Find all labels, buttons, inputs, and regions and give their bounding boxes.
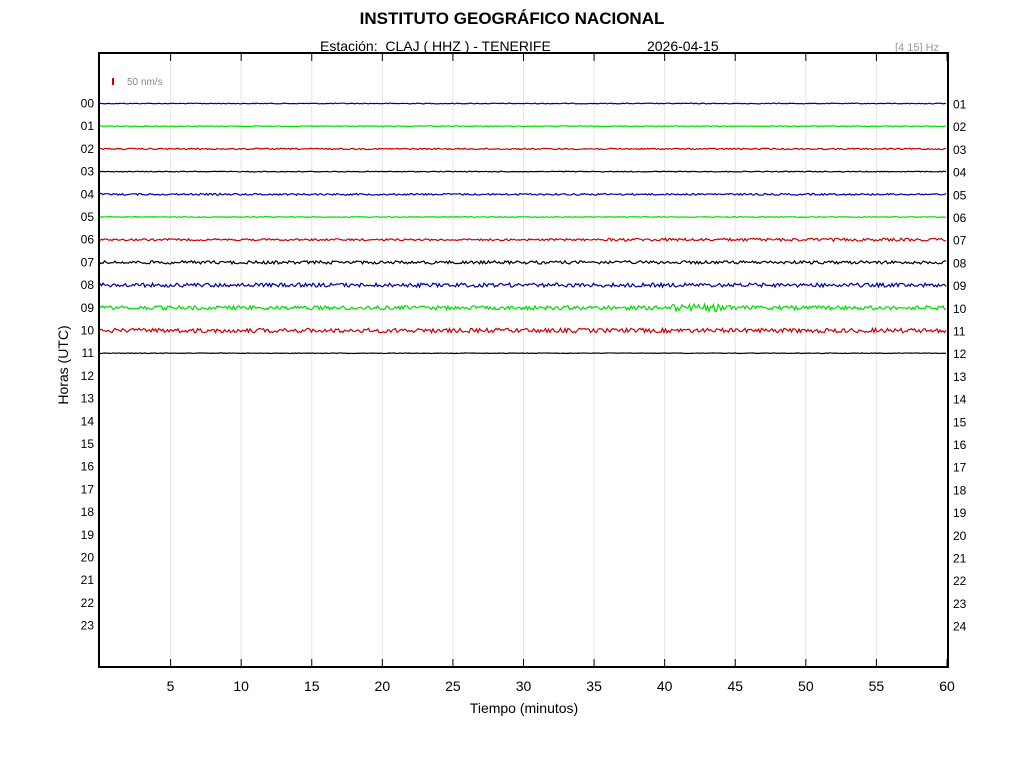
hour-label-left: 08 bbox=[81, 278, 95, 292]
hour-label-right: 12 bbox=[953, 347, 967, 361]
hour-label-right: 23 bbox=[953, 597, 967, 611]
hour-label-left: 03 bbox=[81, 165, 95, 179]
hour-label-right: 09 bbox=[953, 279, 967, 293]
hour-label-left: 04 bbox=[81, 187, 95, 201]
trace-hour-02 bbox=[99, 147, 947, 151]
hour-label-right: 15 bbox=[953, 415, 967, 429]
date-label: 2026-04-15 bbox=[647, 38, 719, 54]
trace-hour-11 bbox=[99, 352, 947, 355]
trace-hour-03 bbox=[99, 170, 947, 173]
trace-hour-09 bbox=[99, 302, 947, 314]
trace-hour-00 bbox=[99, 102, 947, 105]
scale-bar: 50 nm/s bbox=[112, 77, 163, 88]
chart-title: INSTITUTO GEOGRÁFICO NACIONAL bbox=[359, 9, 665, 28]
hour-label-left: 19 bbox=[81, 528, 95, 542]
trace-hour-10 bbox=[99, 326, 947, 335]
x-tick-label: 55 bbox=[869, 678, 885, 694]
hour-label-left: 09 bbox=[81, 301, 95, 315]
grid-layer bbox=[170, 54, 877, 666]
scale-bar-label: 50 nm/s bbox=[127, 77, 163, 88]
hour-label-left: 01 bbox=[81, 119, 95, 133]
hour-label-right: 24 bbox=[953, 620, 967, 634]
x-tick-label: 40 bbox=[657, 678, 673, 694]
hour-label-left: 18 bbox=[81, 505, 95, 519]
trace-hour-06 bbox=[99, 237, 947, 243]
x-axis-label: Tiempo (minutos) bbox=[469, 700, 579, 716]
x-tick-label: 45 bbox=[727, 678, 743, 694]
hour-label-right: 19 bbox=[953, 506, 967, 520]
x-tick-label: 20 bbox=[375, 678, 391, 694]
hour-label-right: 13 bbox=[953, 370, 967, 384]
hour-label-right: 01 bbox=[953, 98, 967, 112]
x-tick-label: 35 bbox=[586, 678, 602, 694]
x-tick-label: 10 bbox=[233, 678, 249, 694]
hour-label-left: 14 bbox=[81, 414, 95, 428]
hour-label-right: 07 bbox=[953, 234, 967, 248]
label-layer: 5 10 15 20 25 30 35 40 45 50 55 60 00 01 02 03 04 05 06 07 0… bbox=[81, 97, 967, 695]
hour-label-left: 17 bbox=[81, 482, 95, 496]
hour-label-left: 10 bbox=[81, 324, 95, 338]
hour-label-right: 03 bbox=[953, 143, 967, 157]
trace-hour-05 bbox=[99, 215, 947, 219]
hour-label-right: 02 bbox=[953, 120, 967, 134]
hour-label-right: 18 bbox=[953, 483, 967, 497]
x-tick-label: 30 bbox=[516, 678, 532, 694]
trace-hour-01 bbox=[99, 125, 947, 128]
hour-label-left: 22 bbox=[81, 596, 95, 610]
hour-label-left: 07 bbox=[81, 255, 95, 269]
hour-label-left: 05 bbox=[81, 210, 95, 224]
plot-frame bbox=[98, 52, 949, 668]
hour-label-right: 06 bbox=[953, 211, 967, 225]
hour-label-right: 17 bbox=[953, 461, 967, 475]
hour-label-right: 20 bbox=[953, 529, 967, 543]
hour-label-left: 13 bbox=[81, 392, 95, 406]
hour-label-left: 12 bbox=[81, 369, 95, 383]
hour-label-left: 23 bbox=[81, 619, 95, 633]
hour-label-right: 04 bbox=[953, 166, 967, 180]
hour-label-right: 10 bbox=[953, 302, 967, 316]
hour-label-left: 21 bbox=[81, 573, 95, 587]
hour-label-right: 05 bbox=[953, 188, 967, 202]
x-tick-label: 50 bbox=[798, 678, 814, 694]
x-tick-label: 25 bbox=[445, 678, 461, 694]
hour-label-left: 06 bbox=[81, 233, 95, 247]
trace-layer bbox=[99, 102, 947, 355]
scale-bar-mark bbox=[112, 78, 114, 85]
hour-label-left: 00 bbox=[81, 97, 95, 111]
hour-label-right: 21 bbox=[953, 552, 967, 566]
frequency-band-label: [4 15] Hz bbox=[895, 42, 940, 54]
hour-label-right: 22 bbox=[953, 574, 967, 588]
hour-label-right: 11 bbox=[953, 325, 966, 339]
hour-label-left: 02 bbox=[81, 142, 95, 156]
hour-label-left: 15 bbox=[81, 437, 95, 451]
x-tick-label: 5 bbox=[167, 678, 175, 694]
trace-hour-04 bbox=[99, 192, 947, 197]
hour-label-left: 20 bbox=[81, 551, 95, 565]
hour-label-right: 16 bbox=[953, 438, 967, 452]
trace-hour-07 bbox=[99, 259, 947, 266]
x-tick-label: 15 bbox=[304, 678, 320, 694]
hour-label-right: 08 bbox=[953, 256, 967, 270]
hour-label-left: 16 bbox=[81, 460, 95, 474]
trace-hour-08 bbox=[99, 281, 947, 289]
hour-label-right: 14 bbox=[953, 393, 967, 407]
hour-label-left: 11 bbox=[82, 346, 95, 360]
x-tick-label: 60 bbox=[939, 678, 955, 694]
tick-layer bbox=[170, 54, 948, 666]
station-label: Estación: CLAJ ( HHZ ) - TENERIFE bbox=[320, 38, 551, 54]
